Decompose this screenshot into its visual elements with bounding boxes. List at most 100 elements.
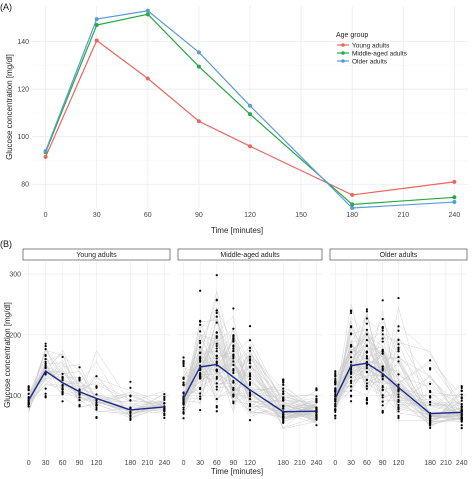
observation-point <box>215 404 218 408</box>
observation-point <box>349 356 353 359</box>
observation-point <box>429 420 432 423</box>
observation-point <box>232 355 235 358</box>
observation-point <box>349 376 353 379</box>
observation-point <box>334 409 337 412</box>
observation-point <box>334 377 337 381</box>
observation-point <box>232 349 235 353</box>
x-tick-label: 150 <box>295 212 307 219</box>
series-point-0 <box>248 144 252 149</box>
x-tick-label: 60 <box>59 460 67 467</box>
x-tick-label: 180 <box>424 460 436 467</box>
series-point-2 <box>350 206 355 210</box>
observation-point <box>215 382 218 385</box>
observation-point <box>199 360 202 363</box>
observation-point <box>182 398 185 401</box>
observation-point <box>397 329 400 332</box>
legend-key-point <box>341 43 345 47</box>
observation-point <box>44 342 47 345</box>
observation-point <box>248 349 252 352</box>
observation-point <box>365 351 368 354</box>
observation-point <box>232 353 235 356</box>
observation-point <box>199 330 202 333</box>
observation-point <box>182 406 185 409</box>
observation-point <box>460 412 463 415</box>
observation-point <box>61 355 64 359</box>
observation-point <box>44 373 47 376</box>
observation-point <box>215 331 218 334</box>
observation-point <box>397 406 400 409</box>
observation-point <box>129 411 132 415</box>
observation-point <box>199 395 202 398</box>
observation-point <box>199 388 202 391</box>
observation-point <box>78 399 81 402</box>
observation-point <box>232 367 235 371</box>
observation-point <box>315 414 318 417</box>
observation-point <box>215 385 218 388</box>
observation-point <box>381 350 384 353</box>
series-point-0 <box>145 76 150 81</box>
observation-point <box>215 309 218 312</box>
observation-point <box>349 395 353 398</box>
observation-point <box>182 412 185 415</box>
facet-1: Middle-aged adults 0 30 60 90 120 180 210 240 <box>177 248 322 467</box>
observation-point <box>381 384 384 388</box>
observation-point <box>215 336 218 339</box>
observation-point <box>315 399 318 402</box>
observation-point <box>199 351 202 354</box>
y-tick-label: 100 <box>9 393 21 400</box>
observation-point <box>334 417 337 420</box>
observation-point <box>232 379 235 383</box>
observation-point <box>215 298 218 302</box>
observation-point <box>397 395 400 398</box>
legend-key-point <box>341 59 345 63</box>
observation-point <box>61 400 64 403</box>
observation-point <box>429 418 432 421</box>
series-point-2 <box>94 17 99 22</box>
observation-point <box>129 380 132 383</box>
observation-point <box>282 390 285 393</box>
observation-point <box>282 387 285 390</box>
observation-point <box>182 410 185 414</box>
observation-point <box>429 414 432 417</box>
observation-point <box>215 354 218 357</box>
observation-point <box>365 396 368 400</box>
observation-point <box>199 289 202 292</box>
facet-strip-label: Middle-aged adults <box>220 252 280 259</box>
observation-point <box>248 397 252 401</box>
observation-point <box>163 413 166 417</box>
observation-point <box>129 417 132 420</box>
observation-point <box>232 307 235 310</box>
observation-point <box>381 340 384 343</box>
individual-trajectory <box>335 331 462 406</box>
observation-point <box>215 321 218 324</box>
series-point-1 <box>145 12 150 17</box>
observation-point <box>248 394 252 398</box>
facet-strip <box>22 248 171 261</box>
observation-point <box>215 311 218 315</box>
observation-point <box>381 337 384 340</box>
observation-point <box>381 299 384 302</box>
observation-point <box>182 359 185 362</box>
panel-a-y-axis-title: Glucose concentration [mg/dl] <box>5 54 14 160</box>
observation-point <box>365 378 368 381</box>
observation-point <box>282 404 285 407</box>
observation-point <box>397 393 400 396</box>
observation-point <box>95 393 98 396</box>
observation-point <box>27 389 30 392</box>
observation-point <box>232 347 235 350</box>
series-point-1 <box>94 23 99 28</box>
x-tick-label: 30 <box>347 460 355 467</box>
observation-point <box>334 372 337 375</box>
observation-point <box>381 410 384 413</box>
observation-point <box>248 355 252 358</box>
observation-point <box>27 395 30 399</box>
observation-point <box>315 416 318 419</box>
legend-key-point <box>341 51 345 55</box>
observation-point <box>182 364 185 368</box>
observation-point <box>248 377 252 381</box>
observation-point <box>27 386 30 389</box>
x-tick-label: 210 <box>142 460 154 467</box>
observation-point <box>44 360 47 363</box>
